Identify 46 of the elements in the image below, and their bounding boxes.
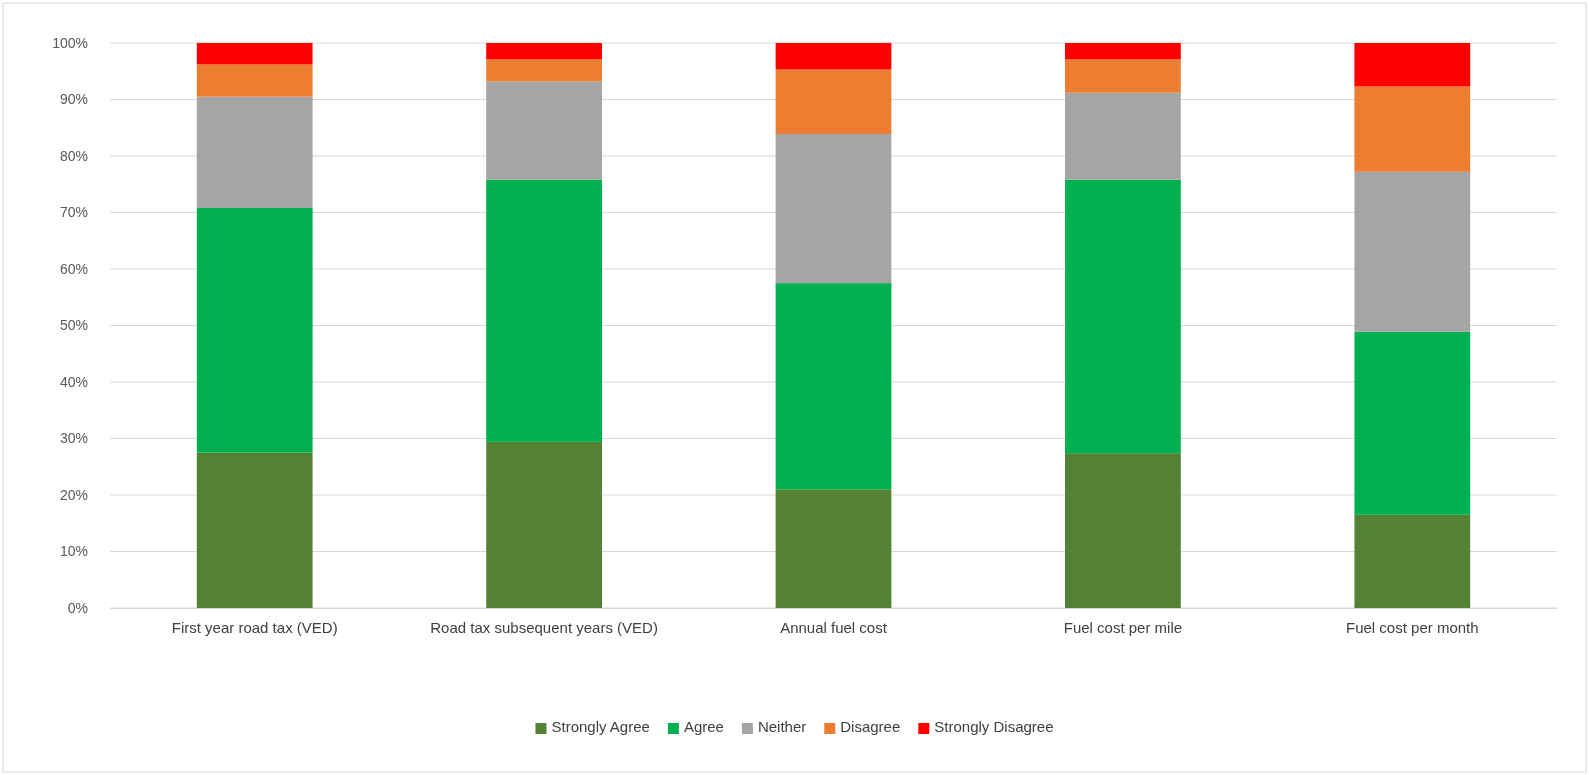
legend-label: Strongly Agree [551, 718, 650, 735]
x-tick-label: First year road tax (VED) [171, 618, 338, 636]
y-tick-label: 70% [59, 204, 88, 221]
x-tick-label: Fuel cost per month [1346, 618, 1479, 636]
bar [196, 64, 313, 97]
bar [1065, 59, 1181, 93]
bar [1354, 514, 1471, 608]
bar [775, 283, 892, 490]
legend-label: Strongly Disagree [934, 718, 1054, 735]
y-tick-label: 50% [59, 317, 88, 334]
legend-label: Neither [757, 718, 807, 735]
y-tick-label: 20% [59, 486, 88, 503]
bar [196, 207, 313, 453]
y-tick-label: 40% [59, 373, 88, 390]
y-tick-label: 0% [67, 599, 88, 616]
bar [775, 133, 892, 284]
y-tick-label: 80% [59, 147, 88, 164]
legend-label: Disagree [840, 718, 901, 735]
bar [196, 452, 313, 608]
bar [486, 43, 602, 60]
bar [1354, 171, 1471, 332]
bar [775, 43, 892, 70]
y-tick-label: 10% [59, 543, 88, 560]
bar [486, 441, 602, 608]
bar [486, 81, 602, 180]
bar [486, 59, 602, 82]
bar [1354, 331, 1471, 515]
y-tick-label: 30% [59, 430, 88, 447]
bar [196, 43, 313, 65]
x-tick-label: Road tax subsequent years (VED) [430, 618, 658, 636]
bar [1354, 43, 1471, 87]
bar [486, 179, 602, 442]
y-tick-label: 90% [59, 91, 88, 108]
legend-label: Agree [683, 718, 724, 735]
bar [1065, 92, 1181, 180]
bar [775, 489, 892, 608]
bar [1354, 86, 1471, 172]
bar [1065, 179, 1181, 454]
y-tick-label: 60% [59, 260, 88, 277]
bar [196, 96, 313, 208]
x-tick-label: Annual fuel cost [780, 618, 888, 636]
y-tick-label: 100% [52, 34, 88, 51]
bar [1065, 453, 1181, 608]
x-tick-label: Fuel cost per mile [1063, 618, 1183, 636]
bar [775, 69, 892, 134]
bar [1065, 43, 1181, 60]
